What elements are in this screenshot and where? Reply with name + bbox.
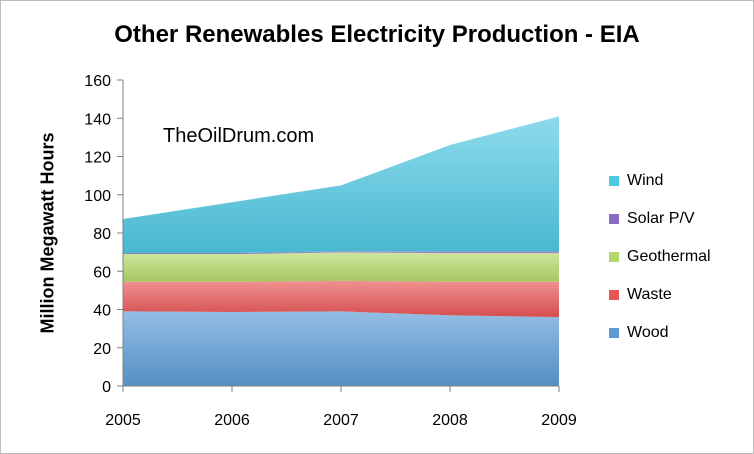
legend-swatch: [609, 328, 619, 338]
chart-title: Other Renewables Electricity Production …: [114, 21, 640, 48]
legend-swatch: [609, 252, 619, 262]
legend-swatch: [609, 214, 619, 224]
legend-item-solar-p-v: Solar P/V: [609, 209, 711, 229]
y-tick-label: 40: [93, 303, 111, 320]
y-tick-label: 160: [84, 73, 111, 90]
legend-label: Waste: [627, 286, 672, 303]
area-series-wood: [123, 311, 559, 386]
legend-label: Wind: [627, 172, 664, 189]
x-tick-label: 2008: [432, 412, 468, 429]
legend-swatch: [609, 176, 619, 186]
legend-item-geothermal: Geothermal: [609, 247, 711, 267]
area-series-wind: [123, 116, 559, 254]
chart-legend: Wind Solar P/V Geothermal Waste Wood: [609, 171, 711, 361]
legend-label: Geothermal: [627, 248, 711, 265]
area-series-waste: [123, 280, 559, 318]
y-tick-label: 120: [84, 150, 111, 167]
x-tick-label: 2006: [214, 412, 250, 429]
watermark-annotation: TheOilDrum.com: [163, 125, 315, 147]
legend-item-wood: Wood: [609, 323, 711, 343]
x-tick-label: 2005: [105, 412, 141, 429]
legend-label: Wood: [627, 324, 669, 341]
x-tick-label: 2009: [541, 412, 577, 429]
y-tick-label: 80: [93, 226, 111, 243]
x-tick-label: 2007: [323, 412, 359, 429]
y-tick-label: 20: [93, 341, 111, 358]
y-tick-label: 0: [102, 379, 111, 396]
area-series-solar-p-v: [123, 251, 559, 255]
legend-item-waste: Waste: [609, 285, 711, 305]
legend-swatch: [609, 290, 619, 300]
legend-label: Solar P/V: [627, 210, 695, 227]
legend-item-wind: Wind: [609, 171, 711, 191]
area-series-geothermal: [123, 252, 559, 282]
y-tick-label: 140: [84, 111, 111, 128]
y-tick-label: 100: [84, 188, 111, 205]
y-tick-label: 60: [93, 264, 111, 281]
